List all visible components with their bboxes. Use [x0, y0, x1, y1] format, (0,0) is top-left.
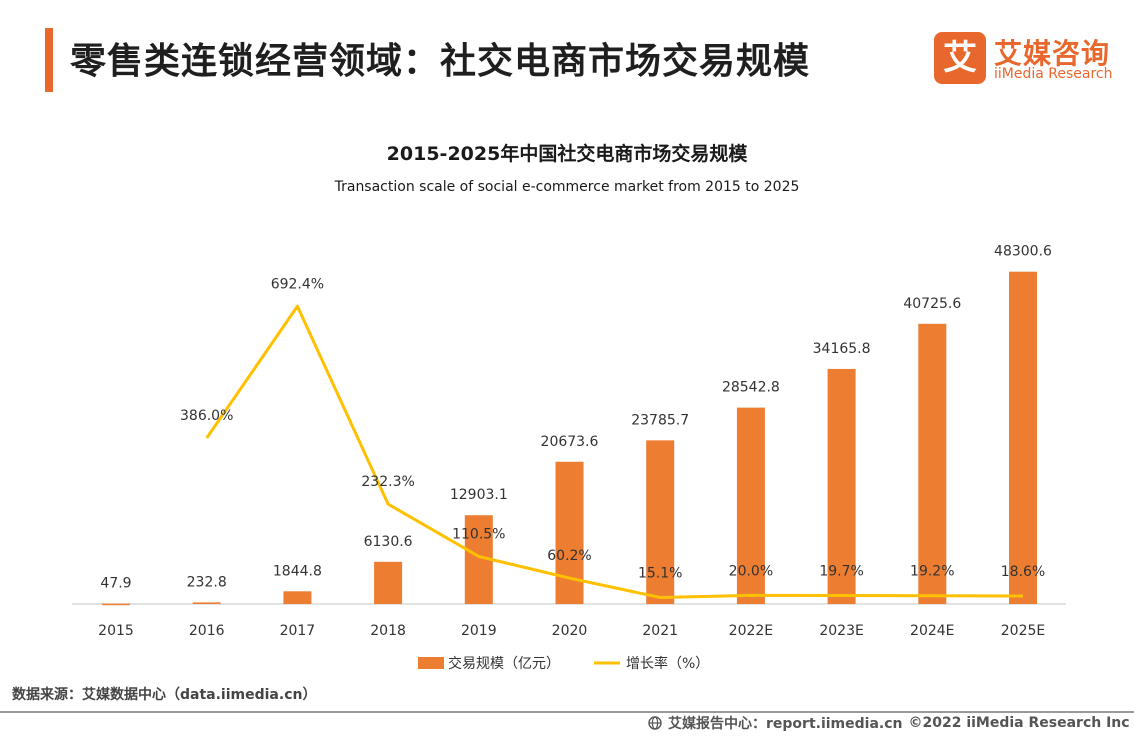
- copyright: ©2022 iiMedia Research Inc: [908, 715, 1130, 731]
- line-label-2017: 692.4%: [271, 276, 324, 292]
- bar-2023E: [827, 368, 856, 604]
- legend[interactable]: 交易规模（亿元） 增长率（%）: [418, 655, 709, 672]
- page-title: 零售类连锁经营领域：社交电商市场交易规模: [70, 41, 811, 82]
- globe-icon: [648, 716, 662, 730]
- line-label-2020: 60.2%: [547, 548, 591, 564]
- x-tick-2016: 2016: [189, 623, 225, 639]
- x-tick-2023E: 2023E: [819, 623, 863, 639]
- legend-swatch-bar[interactable]: [418, 657, 444, 669]
- growth-rate-line: [205, 304, 1024, 600]
- chart-area: 2015-2025年中国社交电商市场交易规模 Transaction scale…: [72, 142, 1066, 672]
- bar-2024E: [918, 323, 947, 604]
- x-tick-2019: 2019: [461, 623, 497, 639]
- logo-mark-text: 艾: [943, 38, 977, 78]
- data-source: 数据来源：艾媒数据中心（data.iimedia.cn）: [12, 687, 317, 703]
- bar-2018: [374, 561, 403, 604]
- report-center-link[interactable]: 艾媒报告中心：report.iimedia.cn: [668, 716, 903, 732]
- x-axis-ticks: 2015 2016 2017 2018 2019 2020 2021 2022E 2023E 20…: [98, 623, 1045, 639]
- line-label-2021: 15.1%: [638, 566, 682, 582]
- bar-2017: [283, 591, 312, 604]
- line-series-group: [205, 304, 1024, 600]
- line-label-2016: 386.0%: [180, 408, 233, 424]
- logo-english-name: iiMedia Research: [994, 66, 1113, 82]
- bar-2021: [646, 440, 675, 604]
- footer: 艾媒报告中心：report.iimedia.cn ©2022 iiMedia R…: [648, 713, 1130, 733]
- brand-logo: 艾 艾媒咨询 iiMedia Research: [934, 32, 1124, 88]
- footer-divider: [0, 711, 1134, 713]
- x-tick-2018: 2018: [370, 623, 406, 639]
- bar-label-2016: 232.8: [187, 574, 227, 590]
- line-label-2022E: 20.0%: [729, 563, 773, 579]
- x-tick-2025E: 2025E: [1001, 623, 1045, 639]
- x-tick-2024E: 2024E: [910, 623, 954, 639]
- line-label-group: 386.0% 692.4% 232.3% 110.5% 60.2% 15.1% 20.0% 1…: [180, 276, 1045, 581]
- line-label-2025E: 18.6%: [1001, 564, 1045, 580]
- bar-label-2023E: 34165.8: [813, 341, 871, 357]
- bar-label-2018: 6130.6: [364, 534, 413, 550]
- legend-label-bar[interactable]: 交易规模（亿元）: [448, 655, 560, 672]
- chart-subtitle: Transaction scale of social e-commerce m…: [334, 179, 800, 195]
- logo-chinese-name: 艾媒咨询: [994, 37, 1111, 70]
- x-tick-2021: 2021: [642, 623, 678, 639]
- bar-label-2020: 20673.6: [541, 434, 599, 450]
- bar-2015: [102, 603, 130, 606]
- bar-label-2021: 23785.7: [631, 412, 689, 428]
- bar-2025E: [1009, 271, 1037, 604]
- logo-mark-icon: [934, 32, 986, 84]
- bar-label-2025E: 48300.6: [994, 244, 1052, 260]
- x-tick-2020: 2020: [552, 623, 588, 639]
- legend-label-line[interactable]: 增长率（%）: [626, 655, 709, 672]
- bar-2016: [192, 602, 221, 604]
- bar-label-group: 47.9 232.8 1844.8 6130.6 12903.1 20673.6 23785…: [100, 244, 1052, 592]
- bar-2022E: [736, 407, 765, 604]
- line-label-2023E: 19.7%: [819, 564, 863, 580]
- chart-title: 2015-2025年中国社交电商市场交易规模: [387, 142, 749, 165]
- x-tick-2017: 2017: [280, 623, 316, 639]
- title-accent-bar: [45, 28, 53, 92]
- bar-label-2024E: 40725.6: [903, 296, 961, 312]
- line-label-2018: 232.3%: [361, 474, 414, 490]
- bar-label-2015: 47.9: [100, 576, 131, 592]
- x-tick-2022E: 2022E: [729, 623, 773, 639]
- bar-label-2022E: 28542.8: [722, 380, 780, 396]
- bar-label-2019: 12903.1: [450, 487, 508, 503]
- line-label-2019: 110.5%: [452, 526, 505, 542]
- bar-label-2017: 1844.8: [273, 563, 322, 579]
- line-label-2024E: 19.2%: [910, 564, 954, 580]
- x-tick-2015: 2015: [98, 623, 134, 639]
- bar-2020: [555, 461, 584, 604]
